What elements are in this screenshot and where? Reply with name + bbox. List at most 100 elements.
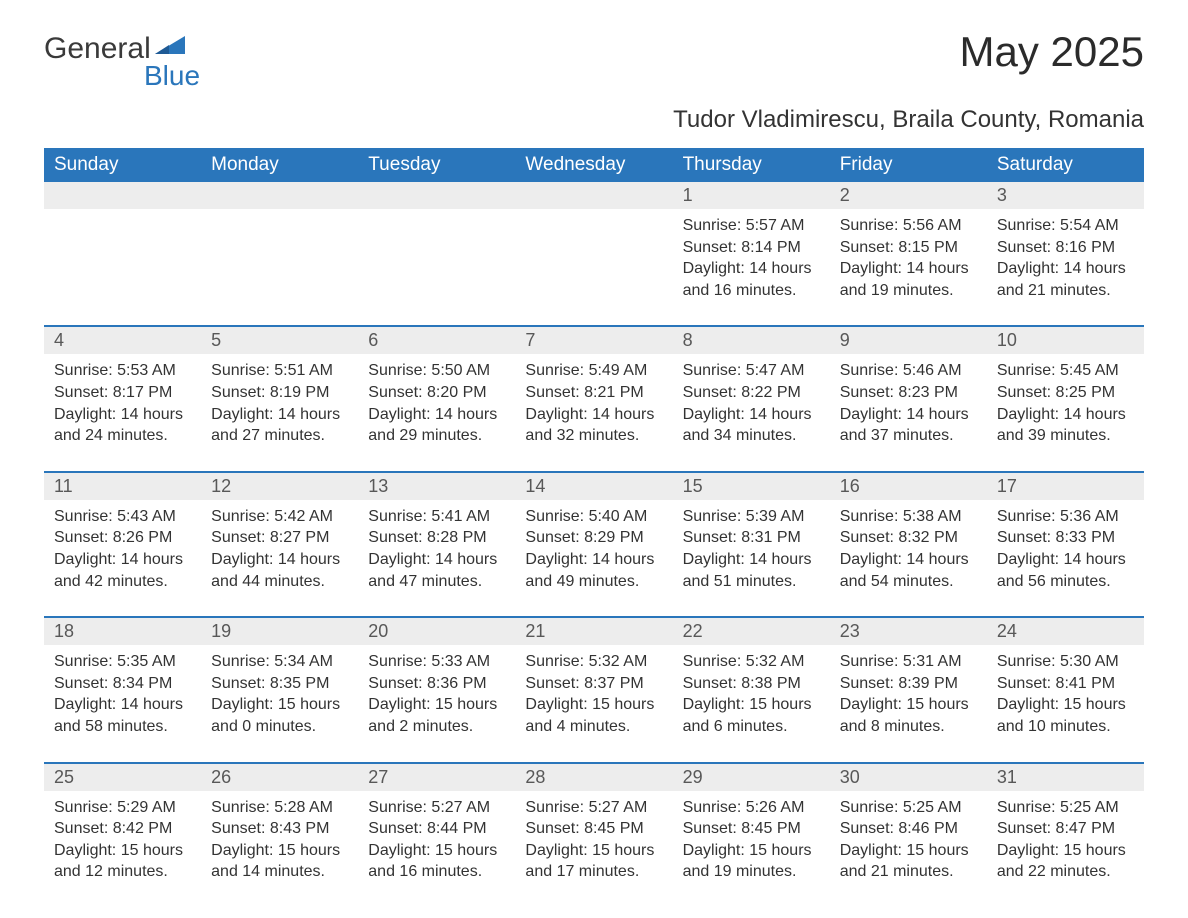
day-sr: Sunrise: 5:32 AM: [525, 651, 662, 673]
day-d2: and 37 minutes.: [840, 425, 977, 447]
day-cell: 1Sunrise: 5:57 AMSunset: 8:14 PMDaylight…: [673, 182, 830, 305]
day-cell: [358, 182, 515, 305]
day-number-empty: [515, 182, 672, 209]
week-row: 18Sunrise: 5:35 AMSunset: 8:34 PMDayligh…: [44, 616, 1144, 741]
day-d1: Daylight: 14 hours: [525, 404, 662, 426]
day-d2: and 29 minutes.: [368, 425, 505, 447]
day-number: 15: [673, 473, 830, 500]
day-number: 9: [830, 327, 987, 354]
day-d2: and 4 minutes.: [525, 716, 662, 738]
weekday-header: Monday: [201, 148, 358, 182]
day-d1: Daylight: 14 hours: [683, 258, 820, 280]
day-d1: Daylight: 15 hours: [997, 694, 1134, 716]
day-cell: [515, 182, 672, 305]
day-number: 11: [44, 473, 201, 500]
day-ss: Sunset: 8:42 PM: [54, 818, 191, 840]
day-d1: Daylight: 15 hours: [525, 840, 662, 862]
day-body: Sunrise: 5:34 AMSunset: 8:35 PMDaylight:…: [201, 645, 358, 741]
day-sr: Sunrise: 5:47 AM: [683, 360, 820, 382]
day-body: Sunrise: 5:49 AMSunset: 8:21 PMDaylight:…: [515, 354, 672, 450]
day-d2: and 39 minutes.: [997, 425, 1134, 447]
day-number: 19: [201, 618, 358, 645]
day-body: Sunrise: 5:42 AMSunset: 8:27 PMDaylight:…: [201, 500, 358, 596]
day-body: Sunrise: 5:54 AMSunset: 8:16 PMDaylight:…: [987, 209, 1144, 305]
day-d1: Daylight: 14 hours: [997, 404, 1134, 426]
weekday-header-row: SundayMondayTuesdayWednesdayThursdayFrid…: [44, 148, 1144, 182]
day-cell: 31Sunrise: 5:25 AMSunset: 8:47 PMDayligh…: [987, 764, 1144, 887]
day-d1: Daylight: 15 hours: [211, 840, 348, 862]
day-ss: Sunset: 8:33 PM: [997, 527, 1134, 549]
day-d1: Daylight: 14 hours: [211, 549, 348, 571]
day-ss: Sunset: 8:27 PM: [211, 527, 348, 549]
weekday-header: Tuesday: [358, 148, 515, 182]
day-ss: Sunset: 8:19 PM: [211, 382, 348, 404]
day-ss: Sunset: 8:21 PM: [525, 382, 662, 404]
day-body: Sunrise: 5:25 AMSunset: 8:47 PMDaylight:…: [987, 791, 1144, 887]
day-sr: Sunrise: 5:33 AM: [368, 651, 505, 673]
day-sr: Sunrise: 5:25 AM: [997, 797, 1134, 819]
day-cell: 4Sunrise: 5:53 AMSunset: 8:17 PMDaylight…: [44, 327, 201, 450]
weekday-header: Thursday: [673, 148, 830, 182]
day-cell: [44, 182, 201, 305]
day-number: 25: [44, 764, 201, 791]
day-d2: and 32 minutes.: [525, 425, 662, 447]
day-number: 31: [987, 764, 1144, 791]
day-sr: Sunrise: 5:30 AM: [997, 651, 1134, 673]
day-cell: 11Sunrise: 5:43 AMSunset: 8:26 PMDayligh…: [44, 473, 201, 596]
day-d1: Daylight: 15 hours: [683, 840, 820, 862]
day-cell: 5Sunrise: 5:51 AMSunset: 8:19 PMDaylight…: [201, 327, 358, 450]
day-ss: Sunset: 8:29 PM: [525, 527, 662, 549]
day-cell: 17Sunrise: 5:36 AMSunset: 8:33 PMDayligh…: [987, 473, 1144, 596]
day-body: Sunrise: 5:45 AMSunset: 8:25 PMDaylight:…: [987, 354, 1144, 450]
day-d1: Daylight: 14 hours: [368, 404, 505, 426]
day-number: 18: [44, 618, 201, 645]
logo-triangle-icon: [155, 28, 185, 62]
day-sr: Sunrise: 5:42 AM: [211, 506, 348, 528]
day-sr: Sunrise: 5:40 AM: [525, 506, 662, 528]
day-ss: Sunset: 8:46 PM: [840, 818, 977, 840]
day-body: Sunrise: 5:40 AMSunset: 8:29 PMDaylight:…: [515, 500, 672, 596]
day-cell: 13Sunrise: 5:41 AMSunset: 8:28 PMDayligh…: [358, 473, 515, 596]
day-d1: Daylight: 15 hours: [54, 840, 191, 862]
day-d2: and 8 minutes.: [840, 716, 977, 738]
day-number: 3: [987, 182, 1144, 209]
day-cell: 8Sunrise: 5:47 AMSunset: 8:22 PMDaylight…: [673, 327, 830, 450]
day-d1: Daylight: 14 hours: [683, 549, 820, 571]
day-ss: Sunset: 8:26 PM: [54, 527, 191, 549]
location-subtitle: Tudor Vladimirescu, Braila County, Roman…: [44, 106, 1144, 134]
weekday-header: Wednesday: [515, 148, 672, 182]
day-d1: Daylight: 14 hours: [211, 404, 348, 426]
day-number: 12: [201, 473, 358, 500]
weekday-header: Sunday: [44, 148, 201, 182]
day-d2: and 17 minutes.: [525, 861, 662, 883]
day-d1: Daylight: 15 hours: [211, 694, 348, 716]
day-d2: and 22 minutes.: [997, 861, 1134, 883]
day-number-empty: [201, 182, 358, 209]
day-sr: Sunrise: 5:54 AM: [997, 215, 1134, 237]
day-number: 2: [830, 182, 987, 209]
day-ss: Sunset: 8:15 PM: [840, 237, 977, 259]
day-d1: Daylight: 15 hours: [997, 840, 1134, 862]
day-d2: and 21 minutes.: [997, 280, 1134, 302]
day-sr: Sunrise: 5:53 AM: [54, 360, 191, 382]
day-ss: Sunset: 8:35 PM: [211, 673, 348, 695]
day-d2: and 47 minutes.: [368, 571, 505, 593]
day-sr: Sunrise: 5:51 AM: [211, 360, 348, 382]
day-body: Sunrise: 5:32 AMSunset: 8:37 PMDaylight:…: [515, 645, 672, 741]
week-row: 25Sunrise: 5:29 AMSunset: 8:42 PMDayligh…: [44, 762, 1144, 887]
day-body: Sunrise: 5:31 AMSunset: 8:39 PMDaylight:…: [830, 645, 987, 741]
day-d1: Daylight: 14 hours: [997, 549, 1134, 571]
day-body: Sunrise: 5:27 AMSunset: 8:44 PMDaylight:…: [358, 791, 515, 887]
day-cell: 24Sunrise: 5:30 AMSunset: 8:41 PMDayligh…: [987, 618, 1144, 741]
day-sr: Sunrise: 5:50 AM: [368, 360, 505, 382]
day-body: Sunrise: 5:53 AMSunset: 8:17 PMDaylight:…: [44, 354, 201, 450]
day-number: 6: [358, 327, 515, 354]
day-d1: Daylight: 15 hours: [683, 694, 820, 716]
page-title: May 2025: [960, 28, 1144, 76]
day-body: Sunrise: 5:26 AMSunset: 8:45 PMDaylight:…: [673, 791, 830, 887]
day-cell: 30Sunrise: 5:25 AMSunset: 8:46 PMDayligh…: [830, 764, 987, 887]
day-sr: Sunrise: 5:56 AM: [840, 215, 977, 237]
day-cell: 28Sunrise: 5:27 AMSunset: 8:45 PMDayligh…: [515, 764, 672, 887]
day-sr: Sunrise: 5:27 AM: [525, 797, 662, 819]
day-d2: and 51 minutes.: [683, 571, 820, 593]
